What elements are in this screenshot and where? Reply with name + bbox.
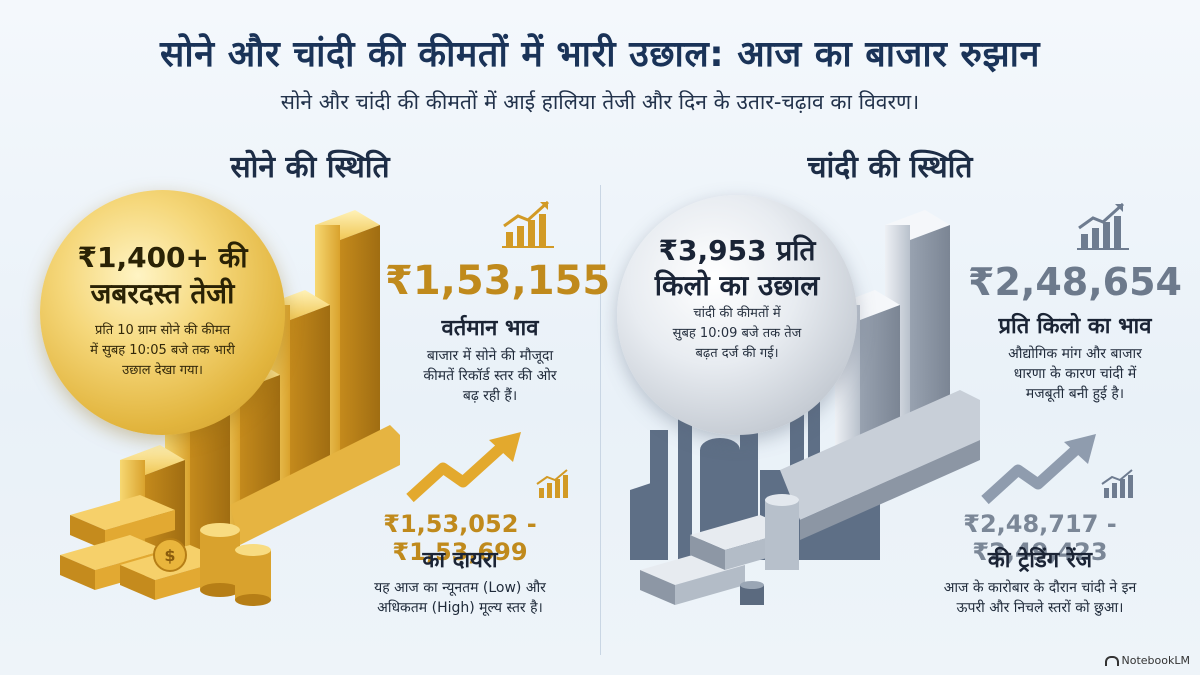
gold-jump-amount: ₹1,400+ की <box>77 241 248 274</box>
silver-jump-desc-2: सुबह 10:09 बजे तक तेज <box>672 326 802 341</box>
gold-jump-desc-2: में सुबह 10:05 बजे तक भारी <box>90 343 235 358</box>
gold-price-desc-2: कीमतें रिकॉर्ड स्तर की ओर <box>423 368 557 384</box>
silver-range: ₹2,48,717 - ₹2,49,423 <box>963 510 1117 566</box>
silver-heading: चांदी की स्थिति <box>807 150 973 185</box>
gold-current-price: ₹1,53,155 <box>385 258 611 304</box>
gold-jump-desc-3: उछाल देखा गया। <box>122 363 203 378</box>
page-title: सोने और चांदी की कीमतों में भारी उछाल: आ… <box>160 34 1040 75</box>
gold-range: ₹1,53,052 - ₹1,53,699 <box>383 510 537 566</box>
notebooklm-brand: NotebookLM <box>1104 654 1190 667</box>
center-divider <box>600 185 601 655</box>
gold-heading: सोने की स्थिति <box>230 150 390 185</box>
silver-jump-amount: ₹3,953 प्रति <box>658 234 816 267</box>
bar-growth-icon <box>502 200 554 248</box>
silver-range-label: की ट्रेडिंग रेंज <box>987 548 1093 573</box>
silver-jump-desc-3: बढ़त दर्ज की गई। <box>695 346 779 361</box>
gold-jump-label: जबरदस्त तेजी <box>90 277 235 310</box>
silver-price-desc-3: मजबूती बनी हुई है। <box>1025 386 1125 402</box>
svg-text:$: $ <box>164 546 175 565</box>
page-subtitle: सोने और चांदी की कीमतों में आई हालिया ते… <box>280 90 920 114</box>
silver-jump-label: किलो का उछाल <box>654 269 820 302</box>
gold-range-desc-2: अधिकतम (High) मूल्य स्तर है। <box>377 600 543 616</box>
silver-jump-circle <box>617 195 857 435</box>
gold-range-desc-1: यह आज का न्यूनतम (Low) और <box>374 580 546 596</box>
silver-price-label: प्रति किलो का भाव <box>998 314 1152 339</box>
trend-arrow-icon <box>981 434 1096 505</box>
silver-jump-desc-1: चांदी की कीमतों में <box>693 306 781 321</box>
coin-icon: $ <box>153 523 271 606</box>
silver-price-desc-2: धारणा के कारण चांदी में <box>1013 366 1137 382</box>
bar-growth-icon <box>536 469 568 498</box>
gold-price-desc-3: बढ़ रही हैं। <box>462 388 518 404</box>
gold-price-label: वर्तमान भाव <box>441 316 539 341</box>
bar-growth-icon <box>1101 469 1133 498</box>
silver-range-desc-1: आज के कारोबार के दौरान चांदी ने इन <box>943 580 1137 596</box>
brand-label: NotebookLM <box>1121 654 1190 667</box>
gold-range-label: का दायरा <box>422 548 498 573</box>
gold-jump-desc-1: प्रति 10 ग्राम सोने की कीमत <box>94 323 231 338</box>
gold-price-desc-1: बाजार में सोने की मौजूदा <box>426 348 554 364</box>
silver-price-desc-1: औद्योगिक मांग और बाजार <box>1008 346 1142 362</box>
bar-growth-icon <box>1077 202 1129 250</box>
gold-jump-circle <box>40 190 285 435</box>
silver-range-desc-2: ऊपरी और निचले स्तरों को छुआ। <box>956 600 1124 616</box>
silver-current-price: ₹2,48,654 <box>968 260 1182 304</box>
trend-arrow-icon <box>406 432 521 503</box>
notebooklm-logo-icon <box>1104 656 1119 666</box>
